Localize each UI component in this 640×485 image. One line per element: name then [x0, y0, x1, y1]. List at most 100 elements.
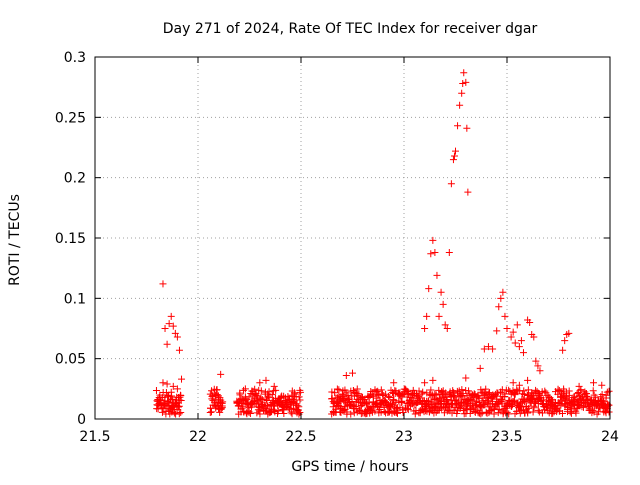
data-point: [530, 402, 538, 410]
data-point: [421, 379, 429, 387]
data-point: [513, 407, 521, 415]
data-point: [493, 327, 501, 335]
data-point: [165, 320, 173, 328]
data-point: [206, 408, 214, 416]
data-point: [429, 376, 437, 384]
data-point: [503, 325, 511, 332]
data-point: [459, 80, 467, 88]
data-point: [520, 387, 528, 395]
data-point: [159, 379, 167, 387]
data-point: [342, 372, 350, 380]
data-point: [240, 386, 248, 394]
data-point: [169, 395, 177, 403]
data-point: [507, 333, 515, 341]
chart-title: Day 271 of 2024, Rate Of TEC Index for r…: [163, 21, 538, 37]
data-point: [248, 403, 255, 411]
data-point: [264, 402, 272, 410]
data-point: [458, 89, 466, 97]
data-point: [449, 392, 457, 400]
data-point: [268, 391, 276, 399]
data-point: [513, 386, 521, 394]
data-point: [445, 248, 453, 256]
data-point: [474, 391, 482, 399]
data-point: [290, 389, 298, 397]
data-point: [525, 404, 533, 412]
data-point: [515, 343, 523, 351]
data-point: [484, 343, 492, 351]
data-point: [517, 337, 525, 345]
data-point: [219, 398, 227, 406]
x-tick-label: 22.5: [285, 429, 316, 445]
data-point: [534, 406, 542, 414]
data-point: [240, 396, 248, 404]
data-point: [429, 236, 437, 244]
data-point: [463, 124, 471, 132]
data-point: [536, 367, 544, 375]
data-point: [169, 322, 177, 330]
data-point: [441, 321, 449, 329]
data-point: [217, 370, 225, 378]
data-point: [171, 329, 179, 337]
data-point: [558, 410, 566, 418]
data-point: [602, 409, 610, 417]
data-points-layer: [152, 69, 613, 418]
data-point: [497, 294, 505, 302]
data-point: [581, 388, 589, 396]
data-point: [449, 156, 457, 164]
data-point: [505, 410, 513, 418]
data-point: [257, 387, 265, 395]
data-point: [439, 300, 447, 308]
data-point: [557, 401, 565, 409]
data-point: [350, 409, 358, 417]
data-point: [353, 391, 361, 399]
data-point: [265, 394, 273, 402]
data-point: [495, 303, 503, 311]
data-point: [462, 374, 470, 382]
data-point: [284, 392, 292, 400]
data-point: [524, 376, 532, 384]
data-point: [462, 78, 470, 86]
data-point: [433, 271, 441, 279]
data-point: [274, 407, 282, 415]
data-point: [287, 408, 295, 416]
data-point: [246, 409, 254, 417]
data-point: [296, 396, 304, 404]
data-point: [605, 401, 613, 409]
data-point: [541, 387, 549, 395]
data-point: [264, 392, 272, 400]
data-point: [161, 325, 169, 332]
data-point: [524, 409, 532, 417]
y-tick-label: 0.2: [64, 171, 86, 187]
data-point: [353, 385, 361, 393]
grid-layer: [95, 57, 610, 419]
data-point: [432, 391, 440, 399]
data-point: [598, 381, 606, 389]
x-tick-label: 24: [601, 429, 619, 445]
data-point: [328, 395, 336, 403]
y-axis-label: ROTI / TECUs: [7, 194, 23, 286]
data-point: [430, 395, 438, 403]
data-point: [178, 375, 186, 383]
data-point: [465, 387, 473, 395]
data-point: [404, 406, 412, 414]
data-point: [335, 386, 343, 394]
data-point: [163, 340, 171, 348]
data-point: [565, 329, 573, 337]
data-point: [419, 388, 427, 396]
data-point: [523, 392, 531, 400]
data-point: [501, 392, 509, 400]
data-point: [349, 369, 356, 377]
data-point: [458, 386, 466, 394]
data-point: [425, 285, 433, 293]
data-point: [152, 387, 160, 395]
y-tick-label: 0.05: [55, 352, 86, 368]
data-point: [454, 122, 462, 130]
data-point: [256, 410, 264, 418]
data-point: [398, 398, 406, 406]
x-axis-label: GPS time / hours: [291, 459, 408, 475]
data-point: [529, 408, 537, 416]
data-point: [241, 385, 249, 393]
data-point: [256, 379, 264, 387]
data-point: [382, 398, 389, 406]
